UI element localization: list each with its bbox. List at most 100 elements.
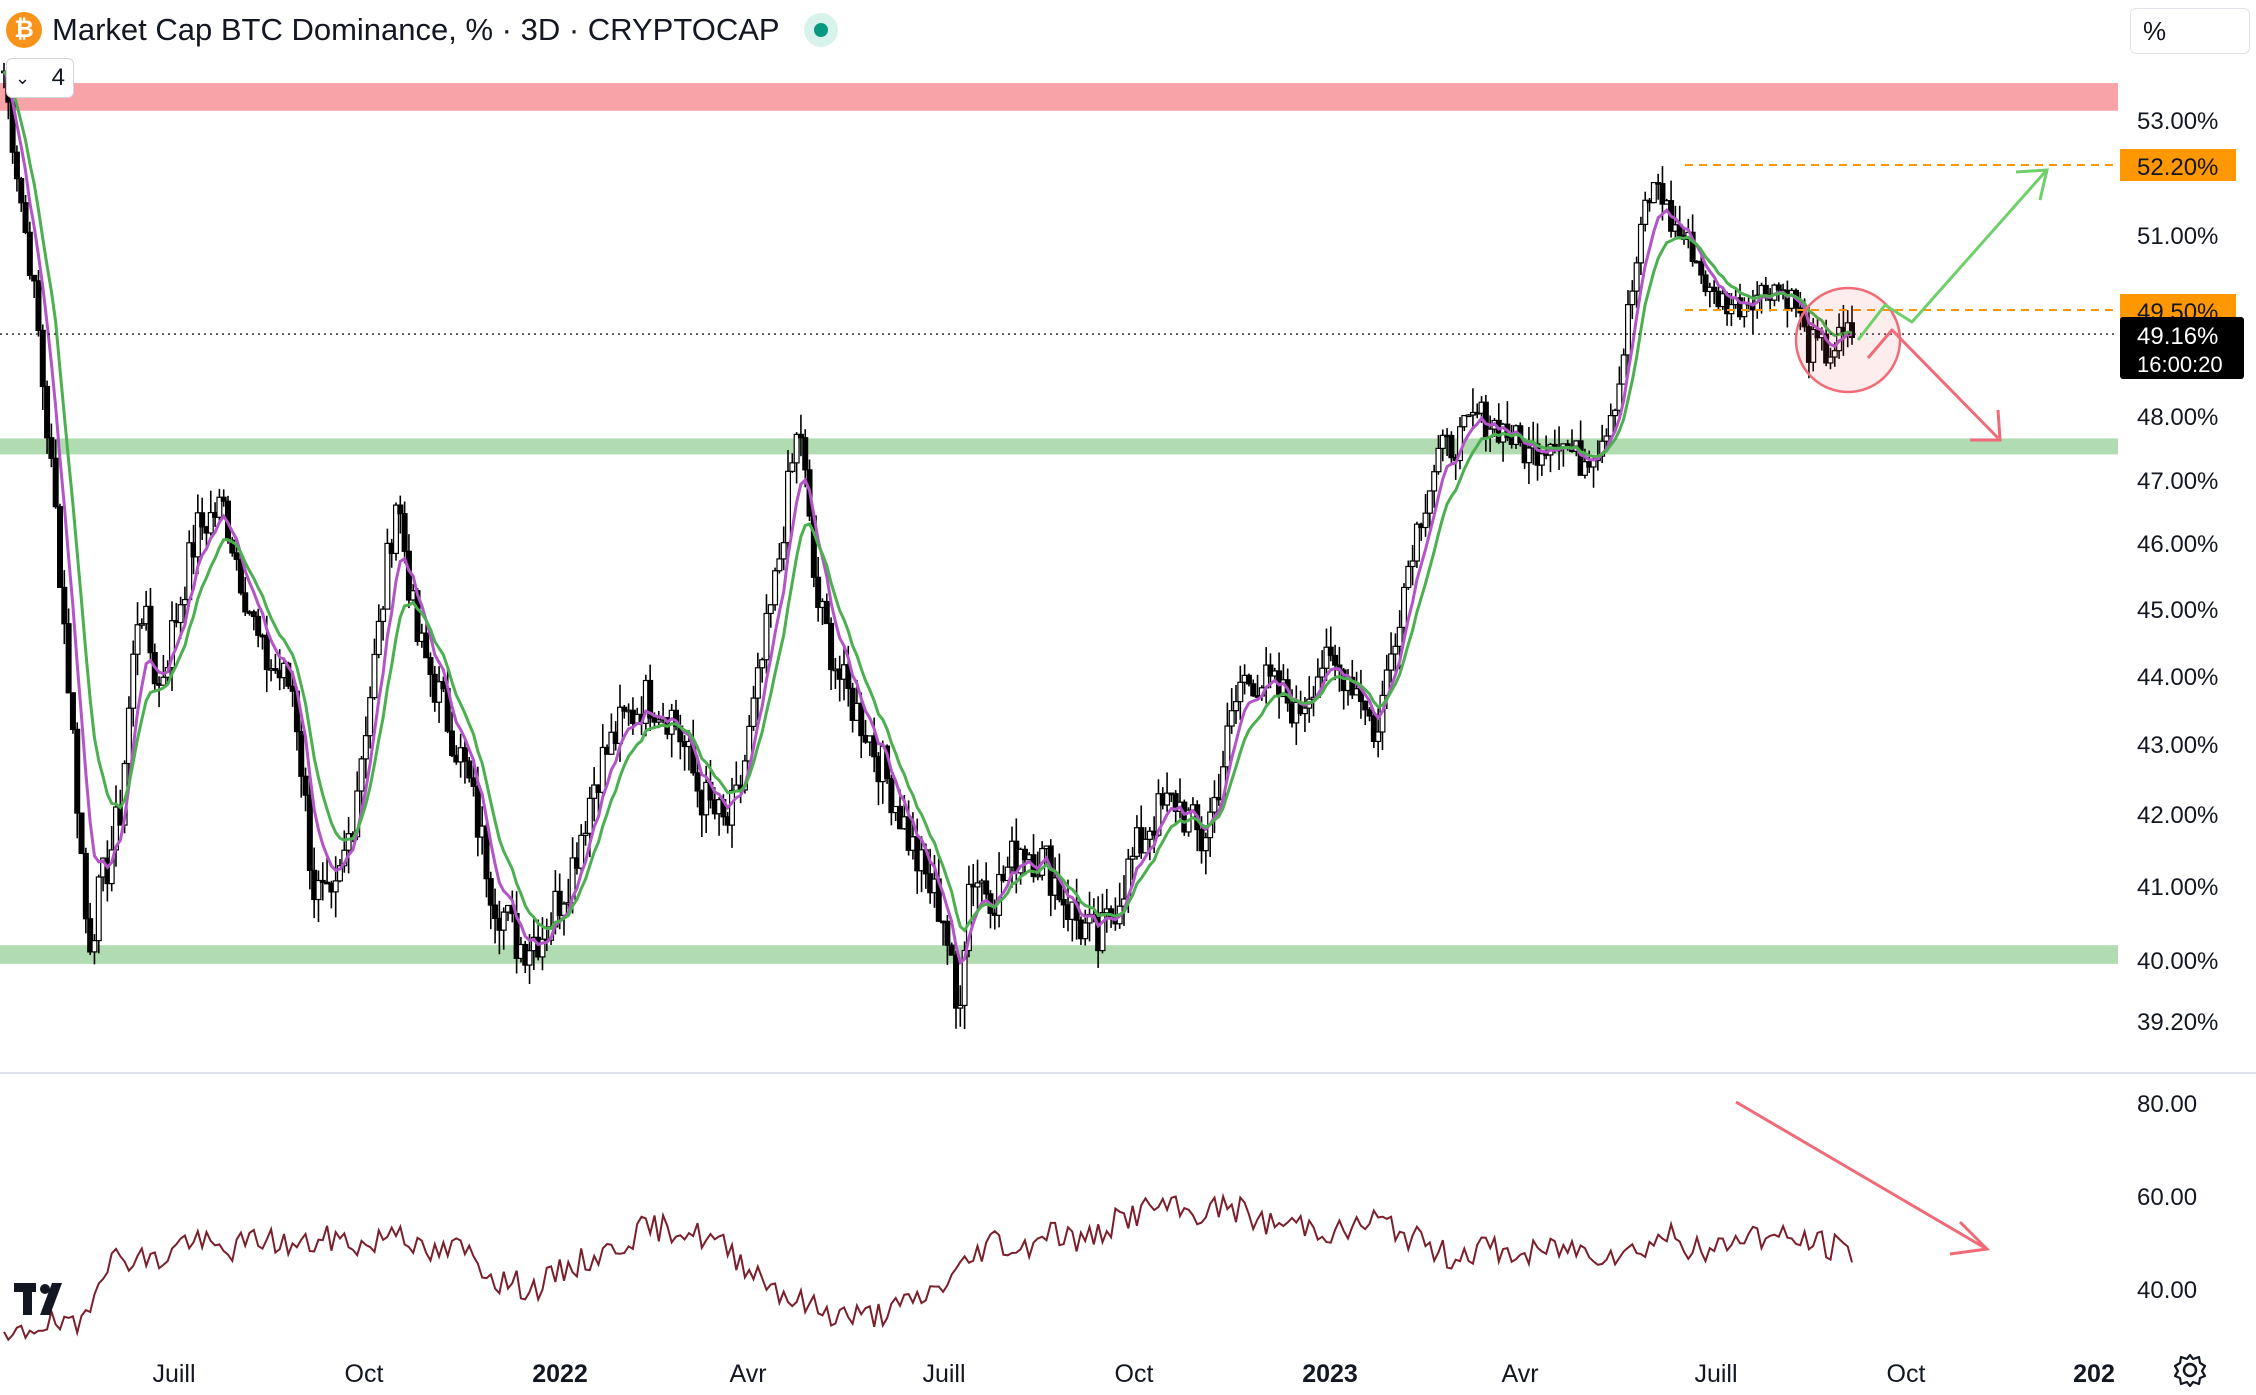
candle-body	[694, 772, 701, 792]
candle-body	[1323, 646, 1330, 669]
candle-body	[358, 758, 365, 792]
candle-body	[87, 918, 94, 953]
candle-body	[1245, 674, 1252, 685]
candle-body	[233, 552, 240, 560]
price-tag-0: 52.20%	[2137, 154, 2218, 181]
x-tick-label-2: 2022	[532, 1360, 588, 1388]
rsi-y-tick-0: 80.00	[2137, 1091, 2197, 1118]
candle-body	[621, 706, 628, 712]
candle-body	[35, 280, 42, 331]
candle-body	[1525, 447, 1532, 464]
candle-body	[22, 202, 29, 233]
candle-body	[1439, 434, 1446, 449]
candle-body	[815, 576, 822, 609]
arrow-up-head	[2015, 168, 2049, 201]
candle-body	[74, 728, 81, 814]
candle-body	[1435, 447, 1442, 473]
gear-icon[interactable]	[2172, 1352, 2208, 1388]
zone-support-1	[0, 438, 2118, 455]
rsi-y-tick-2: 40.00	[2137, 1277, 2197, 1304]
candle-body	[39, 329, 46, 388]
candle-body	[466, 760, 473, 779]
candle-body	[319, 879, 326, 883]
candle-body	[728, 789, 735, 826]
candle-body	[250, 611, 257, 618]
candle-body	[199, 512, 206, 528]
x-tick-label-9: Oct	[1887, 1360, 1926, 1388]
candle-body	[746, 725, 753, 762]
candle-body	[91, 940, 98, 953]
candle-body	[332, 880, 339, 893]
candle-body	[272, 668, 279, 672]
candle-body	[1461, 415, 1468, 428]
candle-body	[492, 904, 499, 919]
candle-body	[944, 920, 951, 946]
rsi-line	[3, 1192, 1853, 1342]
y-tick-label-9: 41.00%	[2137, 874, 2218, 901]
candle-body	[337, 865, 344, 882]
candle-body	[26, 231, 33, 277]
candle-body	[888, 777, 895, 814]
y-tick-label-1: 51.00%	[2137, 223, 2218, 250]
candle-body	[1831, 350, 1838, 358]
candle-body	[1409, 560, 1416, 568]
candle-body	[147, 605, 154, 654]
candle-body	[1620, 354, 1627, 385]
candle-body	[1642, 199, 1649, 226]
candles	[1, 62, 1855, 1030]
candle-body	[427, 657, 434, 676]
candle-body	[1581, 461, 1588, 476]
candle-body	[1370, 715, 1377, 743]
candle-body	[78, 812, 85, 855]
candle-body	[754, 667, 761, 699]
percent-scale-button[interactable]: %	[2130, 8, 2250, 54]
candle-body	[345, 833, 352, 851]
y-tick-label-4: 46.00%	[2137, 531, 2218, 558]
candle-body	[789, 462, 796, 472]
candle-body	[948, 944, 955, 956]
candle-body	[1332, 654, 1339, 666]
candle-body	[1319, 667, 1326, 678]
candle-body	[1224, 725, 1231, 768]
candle-body	[759, 659, 766, 669]
candle-body	[750, 697, 757, 728]
candle-body	[780, 542, 787, 560]
x-tick-label-3: Avr	[729, 1360, 766, 1388]
candle-body	[539, 938, 546, 958]
candle-body	[285, 662, 292, 687]
candle-body	[1603, 435, 1610, 442]
candle-body	[449, 730, 456, 757]
candle-body	[1017, 848, 1024, 874]
candle-body	[61, 586, 68, 625]
candle-body	[1848, 322, 1855, 338]
candle-body	[138, 623, 145, 626]
tradingview-logo-icon[interactable]	[14, 1278, 72, 1328]
x-tick-label-1: Oct	[345, 1360, 384, 1388]
candle-body	[1448, 434, 1455, 459]
candle-body	[306, 794, 313, 871]
bitcoin-icon[interactable]: ₿	[6, 12, 42, 48]
x-tick-label-5: Oct	[1115, 1360, 1154, 1388]
candle-body	[1228, 710, 1235, 727]
candle-body	[1375, 731, 1382, 743]
candle-body	[255, 615, 262, 636]
green-dot-icon[interactable]	[803, 13, 838, 47]
candle-body	[1082, 922, 1089, 940]
current-price-tag: 49.16%	[2137, 323, 2218, 350]
candle-body	[397, 504, 404, 515]
candle-body	[194, 512, 201, 558]
chevron-down-icon: ⌄	[15, 67, 31, 88]
rsi-arrow-down-head	[1949, 1220, 1991, 1256]
collapse-indicators-button[interactable]: ⌄ 4	[6, 58, 74, 98]
candle-body	[526, 950, 533, 966]
y-tick-label-10: 40.00%	[2137, 948, 2218, 975]
candle-body	[1060, 898, 1067, 906]
candle-body	[69, 692, 76, 730]
candle-body	[1637, 223, 1644, 264]
candle-body	[371, 653, 378, 699]
candle-body	[784, 470, 791, 544]
candle-body	[793, 433, 800, 464]
candle-body	[315, 879, 322, 901]
candle-body	[1250, 683, 1257, 697]
